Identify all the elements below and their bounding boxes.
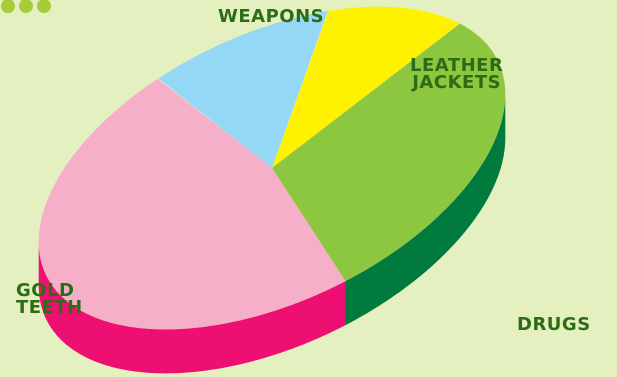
slice-label-gold-teeth: GOLD TEETH [16,280,83,318]
decor-dot [1,0,15,13]
slice-label-leather-jackets: LEATHER JACKETS [410,55,504,93]
slice-leather-jackets [272,6,460,168]
slice-drugs [272,23,506,282]
slice-side-gold-teeth [38,242,346,374]
slice-label-drugs: DRUGS [517,314,591,335]
slice-side-drugs [345,96,506,326]
slice-gold-teeth [38,78,346,330]
decor-dot [37,0,51,13]
slice-label-weapons: WEAPONS [218,6,325,27]
slice-weapons [158,11,328,168]
decor-dot [19,0,33,13]
